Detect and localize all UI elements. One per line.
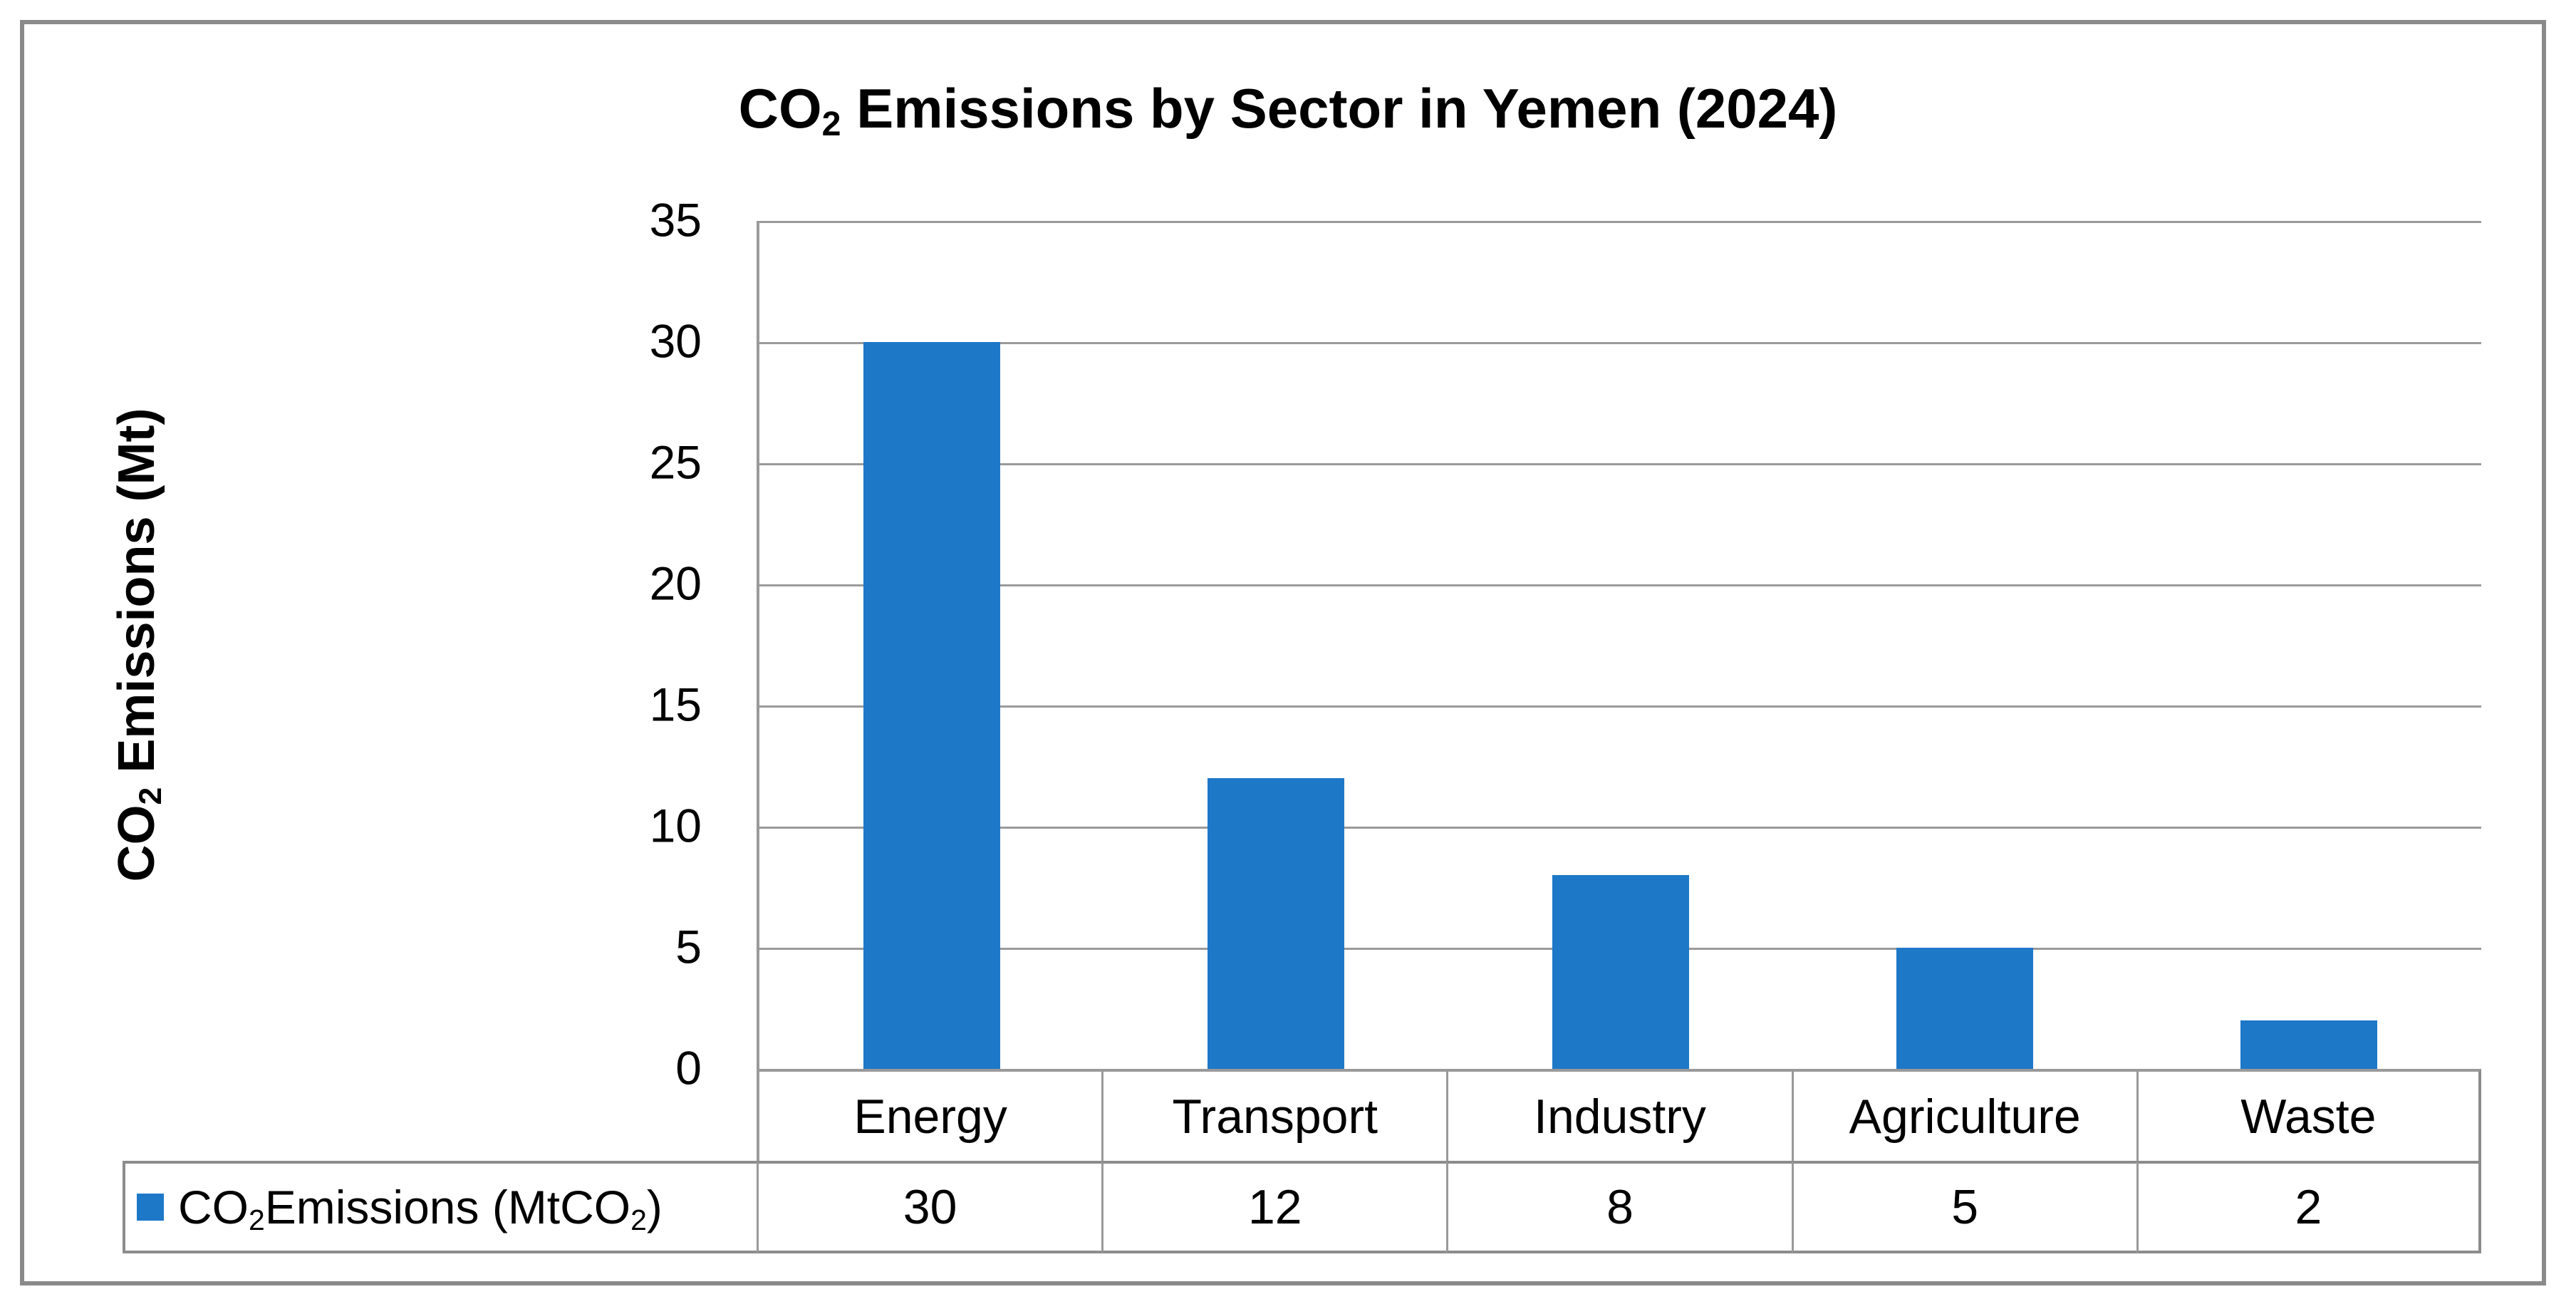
table-value-agriculture: 5 [1791,1161,2136,1253]
y-axis-title-subscript: 2 [133,787,168,805]
legend-label-subscript2: 2 [630,1204,647,1236]
legend-color-swatch-icon [137,1194,164,1221]
legend-label-subscript: 2 [249,1204,265,1236]
chart-title-subscript: 2 [821,104,841,143]
y-axis-title-text: CO [108,805,165,882]
bar-energy [863,342,1000,1069]
category-label-transport: Transport [1101,1069,1447,1161]
data-table: Energy Transport Industry Agriculture Wa… [123,1069,2481,1253]
y-axis-tick-label: 25 [649,435,702,489]
legend-label-text-mid: Emissions (MtCO [264,1181,631,1233]
bar-agriculture [1896,948,2033,1069]
table-value-energy: 30 [757,1161,1102,1253]
table-corner-blank [123,1069,757,1161]
chart-title: CO2 Emissions by Sector in Yemen (2024) [0,77,2576,143]
category-label-waste: Waste [2136,1069,2481,1161]
chart-title-text-rest: Emissions by Sector in Yemen (2024) [841,77,1838,140]
y-axis-tick-label: 5 [675,920,702,973]
legend-label-text-close: ) [646,1181,663,1233]
y-axis-tick-label: 0 [675,1041,702,1095]
legend-cell: CO 2 Emissions (MtCO 2) [123,1161,757,1253]
y-axis-tick-label: 10 [649,799,702,852]
y-axis-tick-label: 20 [649,557,702,610]
table-value-transport: 12 [1101,1161,1447,1253]
legend-label: CO 2 Emissions (MtCO 2) [178,1180,663,1236]
y-axis-tick-label: 15 [649,678,702,731]
y-axis-tick-label: 30 [649,314,702,368]
bar-transport [1208,778,1345,1069]
y-axis-title-text-rest: Emissions (Mt) [108,408,165,787]
bar-industry [1552,875,1689,1069]
category-label-industry: Industry [1446,1069,1792,1161]
plot-area [757,221,2481,1069]
chart-border-frame [20,20,2546,1285]
y-axis-tick-label: 35 [649,193,702,247]
chart-title-text: CO [738,77,822,140]
table-value-industry: 8 [1446,1161,1792,1253]
category-label-energy: Energy [757,1069,1102,1161]
bar-waste [2240,1020,2378,1069]
table-value-waste: 2 [2136,1161,2481,1253]
category-label-agriculture: Agriculture [1791,1069,2136,1161]
legend-label-text: CO [178,1181,249,1233]
y-axis-title: CO2 Emissions (Mt) [108,408,168,882]
